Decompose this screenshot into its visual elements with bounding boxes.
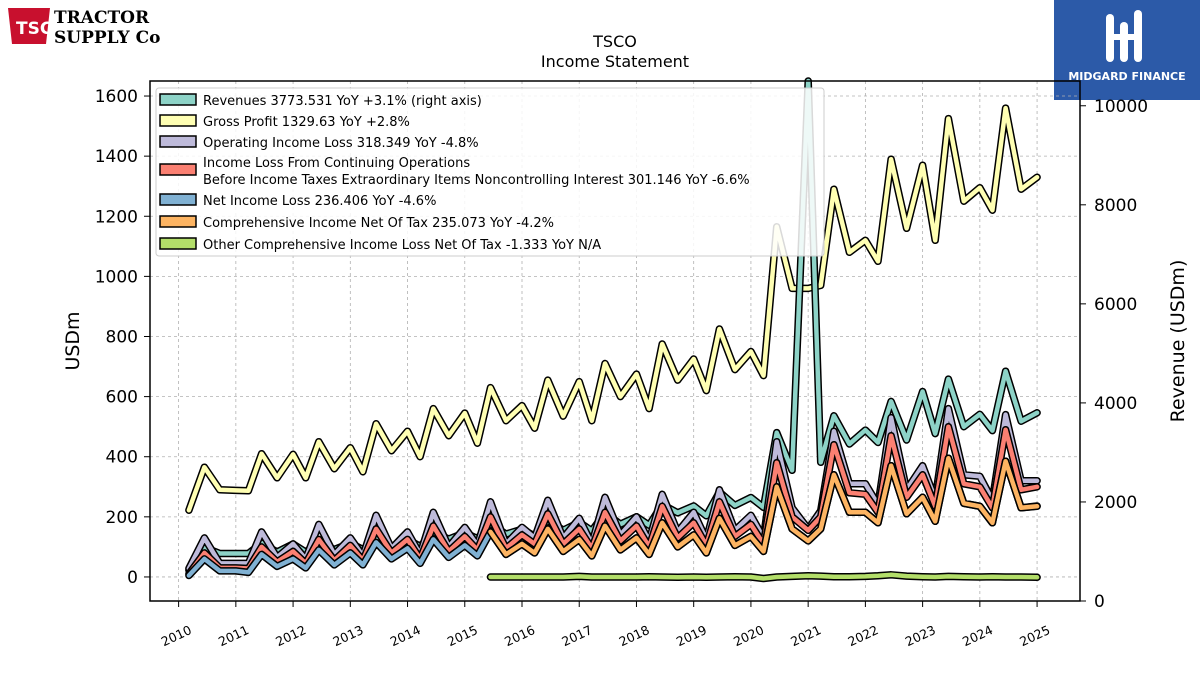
legend-label: Comprehensive Income Net Of Tax 235.073 … (203, 216, 554, 231)
midgard-logo: MIDGARD FINANCE (1054, 0, 1200, 100)
legend-label: Net Income Loss 236.406 YoY -4.6% (203, 194, 436, 209)
legend-label: Operating Income Loss 318.349 YoY -4.8% (203, 136, 479, 151)
y-tick-label: 400 (106, 448, 138, 468)
legend-label: Other Comprehensive Income Loss Net Of T… (203, 238, 601, 253)
chart-title: TSCO (593, 32, 637, 51)
legend-label-line2: Before Income Taxes Extraordinary Items … (203, 173, 750, 188)
x-tick-label: 2015 (445, 622, 480, 649)
legend-swatch (159, 93, 197, 106)
chart-subtitle: Income Statement (540, 52, 690, 71)
x-tick-label: 2013 (330, 622, 365, 649)
x-tick-label: 2011 (216, 622, 251, 649)
y-axis-label: USDm (62, 311, 84, 370)
legend-label: Revenues 3773.531 YoY +3.1% (right axis) (203, 94, 482, 109)
x-tick-label: 2014 (388, 622, 423, 649)
y-axis-label-right: Revenue (USDm) (1167, 260, 1189, 423)
legend-swatch (159, 135, 197, 148)
midgard-name: MIDGARD FINANCE (1068, 70, 1186, 83)
tsc-shield-shape (8, 8, 50, 44)
y-tick-label: 1200 (95, 207, 138, 227)
y-tick-label: 800 (106, 327, 138, 347)
y-right-tick-label: 2000 (1094, 493, 1137, 513)
y-tick-label: 0 (127, 568, 138, 588)
series-layer (185, 77, 1041, 583)
midgard-emblem (1106, 10, 1142, 62)
y-tick-label: 1400 (95, 147, 138, 167)
legend-swatch (159, 237, 197, 250)
tsc-name-line2: SUPPLY Co (54, 28, 160, 48)
x-tick-label: 2023 (903, 622, 938, 649)
x-tick-label: 2019 (674, 622, 709, 649)
x-tick-label: 2012 (273, 622, 308, 649)
x-tick-label: 2021 (788, 622, 823, 649)
y-tick-label: 1000 (95, 267, 138, 287)
legend-label: Income Loss From Continuing Operations (203, 156, 470, 171)
y-right-tick-label: 0 (1094, 592, 1105, 612)
tsc-logo: TSC TRACTOR SUPPLY Co (6, 4, 166, 48)
y-right-tick-label: 8000 (1094, 196, 1137, 216)
y-right-tick-label: 4000 (1094, 394, 1137, 414)
series-line-income-before-taxes (186, 424, 1040, 577)
x-tick-label: 2010 (159, 622, 194, 649)
series-line-comprehensive-income (488, 455, 1040, 559)
legend-swatch (159, 163, 197, 176)
y-right-tick-label: 6000 (1094, 295, 1137, 315)
tsc-name-line1: TRACTOR (54, 8, 150, 28)
y-right-tick-label: 10000 (1094, 97, 1148, 117)
legend-box (155, 87, 825, 257)
tsc-logo-graphic: TSC TRACTOR SUPPLY Co (8, 8, 160, 48)
x-tick-label: 2017 (559, 622, 594, 649)
tsc-mark-text: TSC (16, 19, 52, 39)
series-line-operating-income-loss (186, 406, 1040, 571)
legend-swatch (159, 193, 197, 206)
legend-label: Gross Profit 1329.63 YoY +2.8% (203, 115, 410, 130)
series-line-other-comprehensive (488, 572, 1040, 581)
x-tick-label: 2018 (617, 622, 652, 649)
legend-swatch (159, 215, 197, 228)
x-tick-label: 2025 (1017, 622, 1052, 649)
legend-swatch (159, 114, 197, 127)
plot-frame (149, 80, 1081, 602)
x-tick-label: 2022 (845, 622, 880, 649)
x-tick-label: 2016 (502, 622, 537, 649)
x-tick-label: 2024 (960, 622, 995, 649)
series-line-gross-profit (186, 105, 1040, 513)
y-tick-label: 1600 (95, 87, 138, 107)
legend: Revenues 3773.531 YoY +3.1% (right axis)… (155, 87, 825, 257)
x-tick-label: 2020 (731, 622, 766, 649)
y-tick-label: 200 (106, 508, 138, 528)
y-tick-label: 600 (106, 388, 138, 408)
